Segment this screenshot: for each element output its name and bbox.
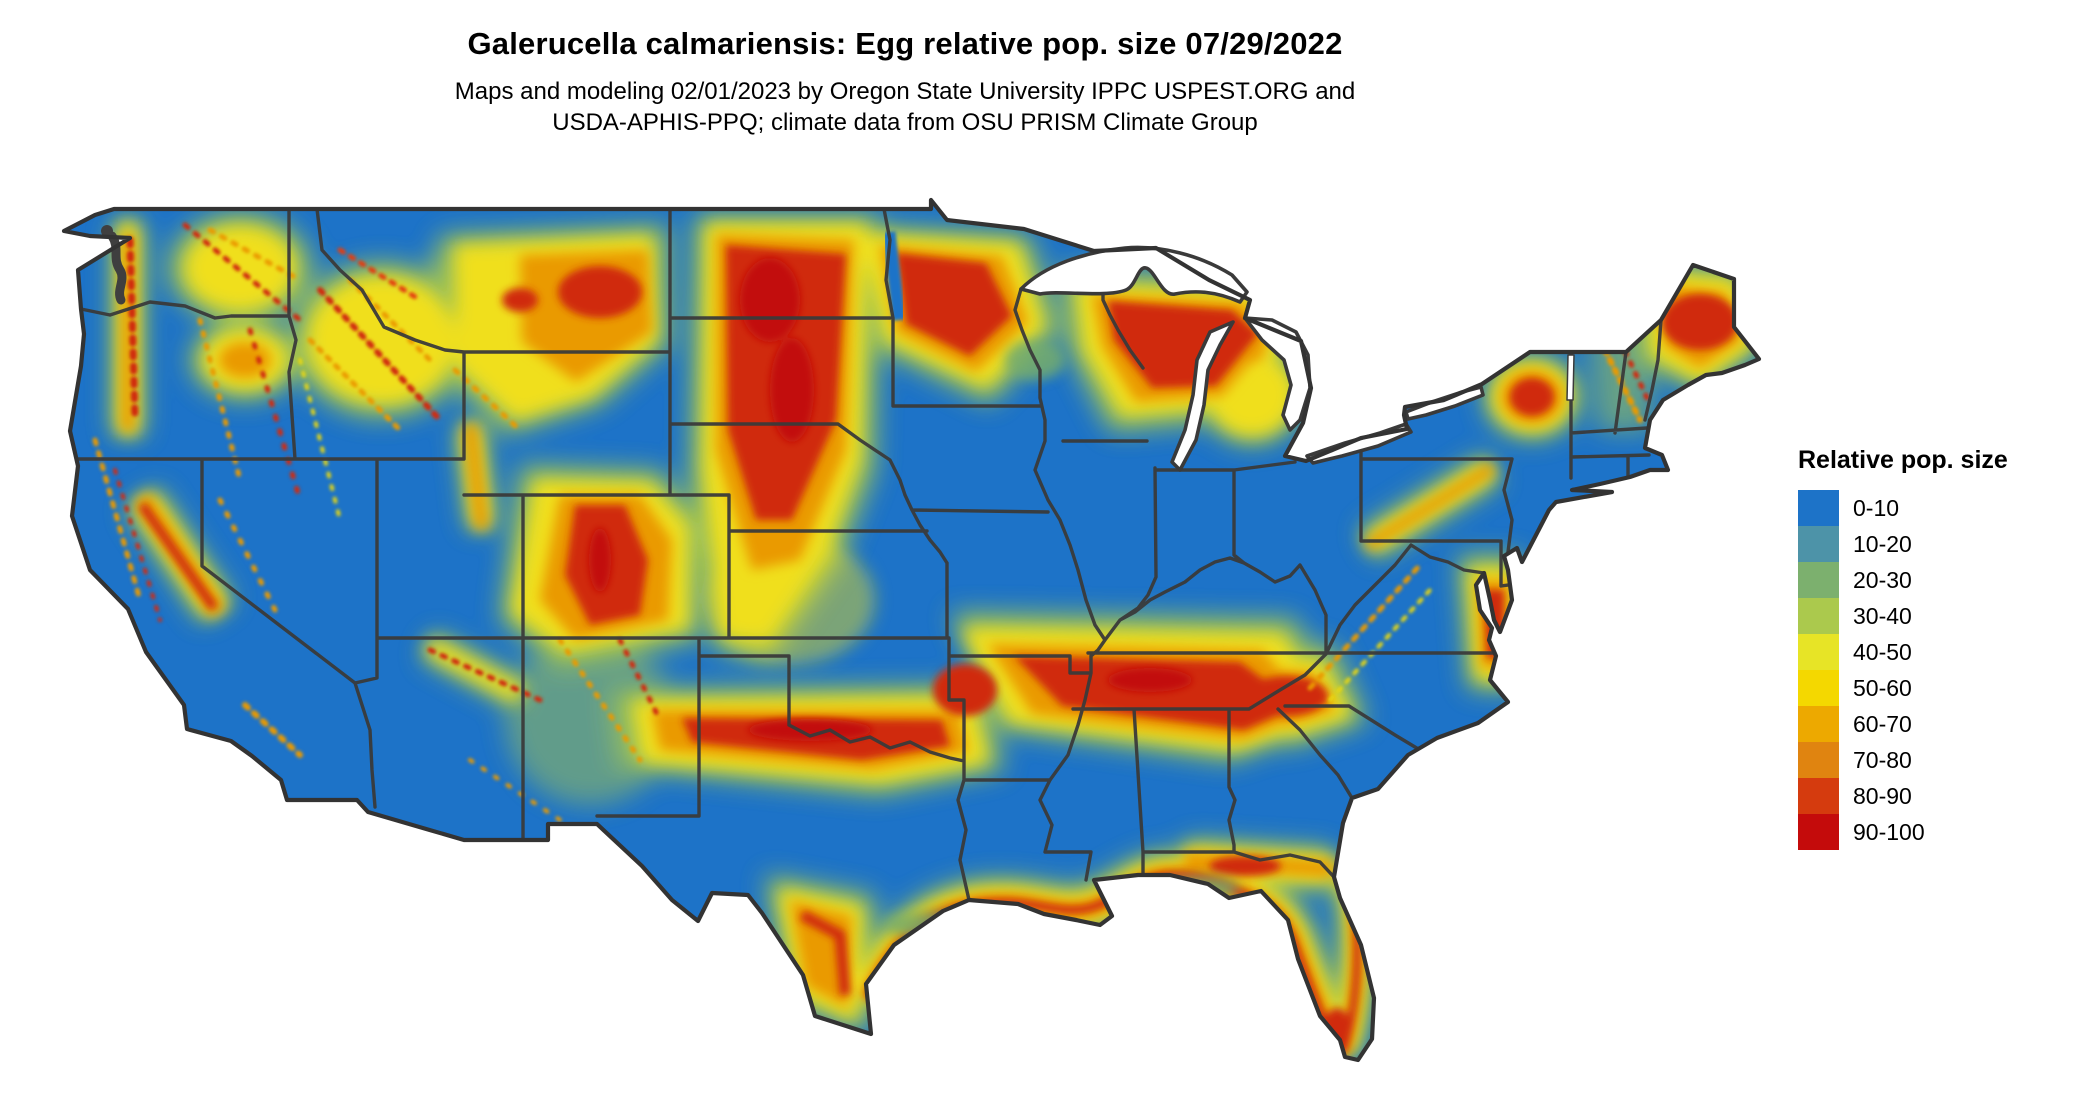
lake-champlain (1566, 354, 1575, 401)
legend-swatch (1798, 778, 1839, 814)
subtitle-line-2: USDA-APHIS-PPQ; climate data from OSU PR… (552, 109, 1258, 136)
legend-label: 70-80 (1853, 746, 1912, 773)
state-borders (68, 207, 1663, 902)
subtitle-line-1: Maps and modeling 02/01/2023 by Oregon S… (454, 78, 1356, 105)
legend-item: 20-30 (1798, 562, 2008, 598)
legend-label: 60-70 (1853, 710, 1912, 737)
legend-label: 40-50 (1853, 638, 1912, 665)
legend-items: 0-10 10-20 20-30 30-40 40-50 50-60 60-70 70-80 8… (1798, 490, 2008, 850)
legend-item: 60-70 (1798, 706, 2008, 742)
legend-swatch (1798, 814, 1839, 850)
legend-label: 50-60 (1853, 674, 1912, 701)
legend-item: 80-90 (1798, 778, 2008, 814)
legend-label: 80-90 (1853, 782, 1912, 809)
legend-swatch (1798, 562, 1839, 598)
legend-label: 0-10 (1853, 494, 1900, 521)
header: Galerucella calmariensis: Egg relative p… (0, 0, 1810, 138)
legend-item: 90-100 (1798, 814, 2008, 850)
legend-item: 70-80 (1798, 742, 2008, 778)
legend-swatch (1798, 742, 1839, 778)
legend: Relative pop. size 0-10 10-20 20-30 30-40 40… (1798, 446, 2008, 850)
legend-swatch (1798, 490, 1839, 526)
legend-label: 30-40 (1853, 602, 1912, 629)
legend-item: 0-10 (1798, 490, 2008, 526)
legend-swatch (1798, 706, 1839, 742)
map-title: Galerucella calmariensis: Egg relative p… (467, 26, 1343, 61)
legend-label: 20-30 (1853, 566, 1912, 593)
heat-speckle-layer (92, 222, 1651, 822)
legend-swatch (1798, 526, 1839, 562)
legend-item: 30-40 (1798, 598, 2008, 634)
legend-swatch (1798, 634, 1839, 670)
legend-label: 10-20 (1853, 530, 1912, 557)
legend-item: 50-60 (1798, 670, 2008, 706)
map-subtitle: Maps and modeling 02/01/2023 by Oregon S… (0, 76, 1810, 138)
lake-huron (1243, 316, 1312, 432)
legend-title: Relative pop. size (1798, 446, 2008, 474)
legend-item: 40-50 (1798, 634, 2008, 670)
lake-michigan (1170, 320, 1235, 472)
legend-swatch (1798, 670, 1839, 706)
legend-label: 90-100 (1853, 818, 1925, 845)
legend-item: 10-20 (1798, 526, 2008, 562)
legend-swatch (1798, 598, 1839, 634)
